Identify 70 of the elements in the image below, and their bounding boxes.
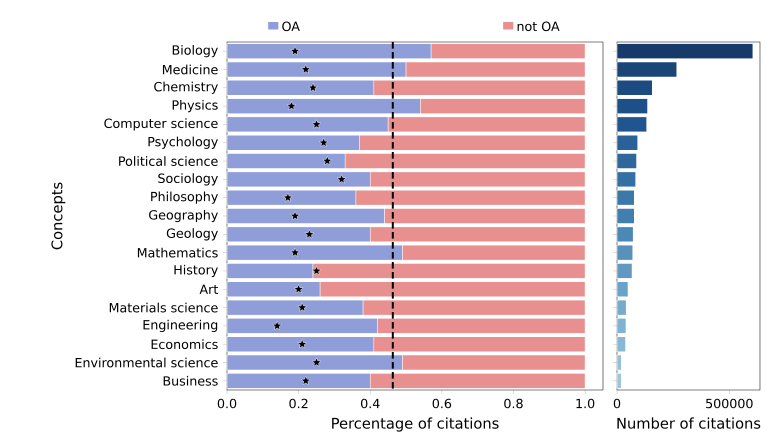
x-tick-label: 500000 xyxy=(706,398,753,408)
bar xyxy=(616,226,634,242)
y-tick-label: Political science xyxy=(119,156,218,166)
y-tick-label: Materials science xyxy=(110,302,218,312)
y-tick-label: Computer science xyxy=(104,118,218,131)
point xyxy=(272,321,282,330)
bar xyxy=(616,281,628,298)
bar xyxy=(616,172,636,188)
bar xyxy=(616,116,647,132)
y-tick-label: Chemistry xyxy=(154,82,218,94)
y-tick-label: Philosophy xyxy=(151,192,218,204)
bar xyxy=(616,373,622,389)
point xyxy=(294,284,304,294)
y-tick-label: Biology xyxy=(172,45,218,58)
bar xyxy=(616,208,635,224)
bar xyxy=(616,43,754,59)
legend-label: OA xyxy=(282,22,300,32)
y-axis-title: Concepts xyxy=(51,182,66,250)
point xyxy=(312,266,322,275)
x-tick-label: 0 xyxy=(614,398,620,408)
y-tick-label: Physics xyxy=(172,100,218,112)
y-tick-label: Environmental science xyxy=(76,358,218,368)
y-tick-label: Geology xyxy=(166,228,218,240)
point xyxy=(336,174,346,184)
y-tick-label: Mathematics xyxy=(138,248,218,258)
point xyxy=(286,101,296,110)
y-tick-label: Economics xyxy=(152,339,218,350)
y-tick-label: Geography xyxy=(149,210,218,222)
point xyxy=(301,64,310,74)
bar xyxy=(616,62,678,78)
point xyxy=(304,229,314,238)
point xyxy=(290,211,300,220)
x-tick-label: 0.0 xyxy=(218,398,236,408)
bar xyxy=(616,318,626,334)
y-tick-label: Psychology xyxy=(148,136,218,149)
x-axis-title: Number of citations xyxy=(617,417,760,429)
y-tick-label: Business xyxy=(164,376,218,386)
bar xyxy=(616,98,648,114)
y-tick-label: History xyxy=(174,264,218,278)
bar xyxy=(616,354,622,370)
bar xyxy=(616,190,635,206)
point xyxy=(298,302,307,312)
bar xyxy=(616,153,637,169)
bar xyxy=(616,80,653,96)
y-tick-label: Engineering xyxy=(144,320,218,332)
point xyxy=(290,46,300,56)
bar xyxy=(616,336,626,352)
x-tick-label: 0.6 xyxy=(432,398,452,408)
point xyxy=(301,376,310,385)
x-tick-label: 0.2 xyxy=(289,398,308,408)
point xyxy=(298,339,307,348)
bar xyxy=(616,244,633,260)
point xyxy=(308,82,318,92)
point xyxy=(312,358,322,366)
point xyxy=(319,138,328,147)
legend-label: not OA xyxy=(518,22,560,32)
x-tick-label: 0.4 xyxy=(361,398,380,408)
x-tick-label: 1.0 xyxy=(576,398,594,408)
y-tick-label: Medicine xyxy=(162,64,218,74)
point xyxy=(283,192,293,202)
bar xyxy=(616,134,638,151)
bar xyxy=(616,300,626,316)
x-tick-label: 0.8 xyxy=(504,398,523,408)
point xyxy=(322,156,332,166)
bar xyxy=(616,263,632,279)
x-axis-title: Percentage of citations xyxy=(332,417,499,432)
y-tick-label: Art xyxy=(200,284,218,294)
point xyxy=(290,248,300,257)
point xyxy=(312,120,322,128)
y-tick-label: Sociology xyxy=(158,173,218,186)
